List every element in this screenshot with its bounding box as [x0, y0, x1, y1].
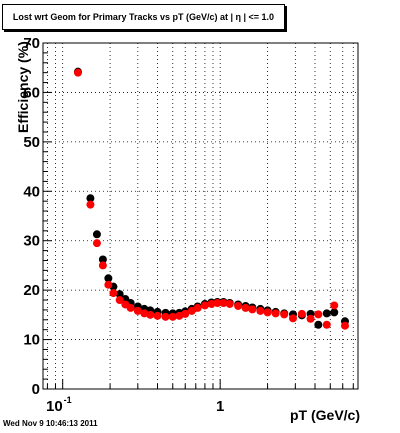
x-tick-label-exponent: -1 — [64, 395, 72, 405]
data-point — [104, 280, 113, 289]
data-point — [109, 289, 118, 298]
data-point — [115, 290, 124, 299]
data-point — [213, 298, 222, 307]
plot-frame — [42, 42, 359, 390]
data-point — [225, 299, 234, 308]
data-point — [146, 310, 155, 319]
y-axis-label: Efficiency (%) — [15, 41, 31, 133]
data-point — [86, 200, 95, 209]
series-1 — [73, 68, 349, 330]
data-point — [219, 298, 228, 307]
y-tick-label: 0 — [32, 381, 40, 398]
data-point — [256, 306, 265, 315]
data-series — [73, 67, 349, 330]
grid — [43, 43, 358, 389]
data-point — [181, 309, 190, 318]
x-tick-label: 1 — [216, 398, 224, 415]
data-point — [133, 306, 142, 315]
data-point — [322, 320, 331, 329]
y-tick-label: 50 — [23, 134, 40, 151]
data-point — [92, 230, 101, 239]
data-point — [271, 309, 280, 318]
data-point — [322, 309, 331, 318]
data-point — [126, 303, 135, 312]
data-point — [289, 314, 298, 323]
data-point — [314, 310, 323, 319]
data-point — [330, 301, 339, 310]
data-point — [98, 255, 107, 264]
data-point — [330, 308, 339, 317]
data-point — [92, 239, 101, 248]
x-tick-label: 10 — [46, 398, 63, 415]
y-tick-label: 70 — [23, 35, 40, 52]
frame — [42, 42, 359, 390]
data-point — [153, 311, 162, 320]
data-point — [241, 303, 250, 312]
data-point — [314, 320, 323, 329]
y-tick-label: 20 — [23, 282, 40, 299]
timestamp: Wed Nov 9 10:46:13 2011 — [3, 419, 98, 428]
data-point — [86, 194, 95, 203]
data-point — [306, 314, 315, 323]
data-point — [340, 321, 349, 330]
data-point — [234, 301, 243, 310]
data-point — [248, 305, 257, 314]
data-point — [200, 301, 209, 310]
data-point — [187, 306, 196, 315]
y-tick-label: 40 — [23, 183, 40, 200]
data-point — [168, 312, 177, 321]
data-point — [161, 312, 170, 321]
data-point — [73, 68, 82, 77]
y-tick-label: 10 — [23, 332, 40, 349]
y-tick-label: 60 — [23, 84, 40, 101]
y-tick-label: 30 — [23, 233, 40, 250]
data-point — [104, 274, 113, 283]
data-point — [115, 296, 124, 305]
data-point — [297, 309, 306, 318]
data-point — [98, 261, 107, 270]
data-point — [263, 308, 272, 317]
data-point — [280, 310, 289, 319]
x-axis-label: pT (GeV/c) — [290, 407, 361, 423]
chart-title: Lost wrt Geom for Primary Tracks vs pT (… — [12, 12, 275, 22]
data-point — [193, 303, 202, 312]
title-box: Lost wrt Geom for Primary Tracks vs pT (… — [2, 4, 285, 30]
data-point — [207, 299, 216, 308]
